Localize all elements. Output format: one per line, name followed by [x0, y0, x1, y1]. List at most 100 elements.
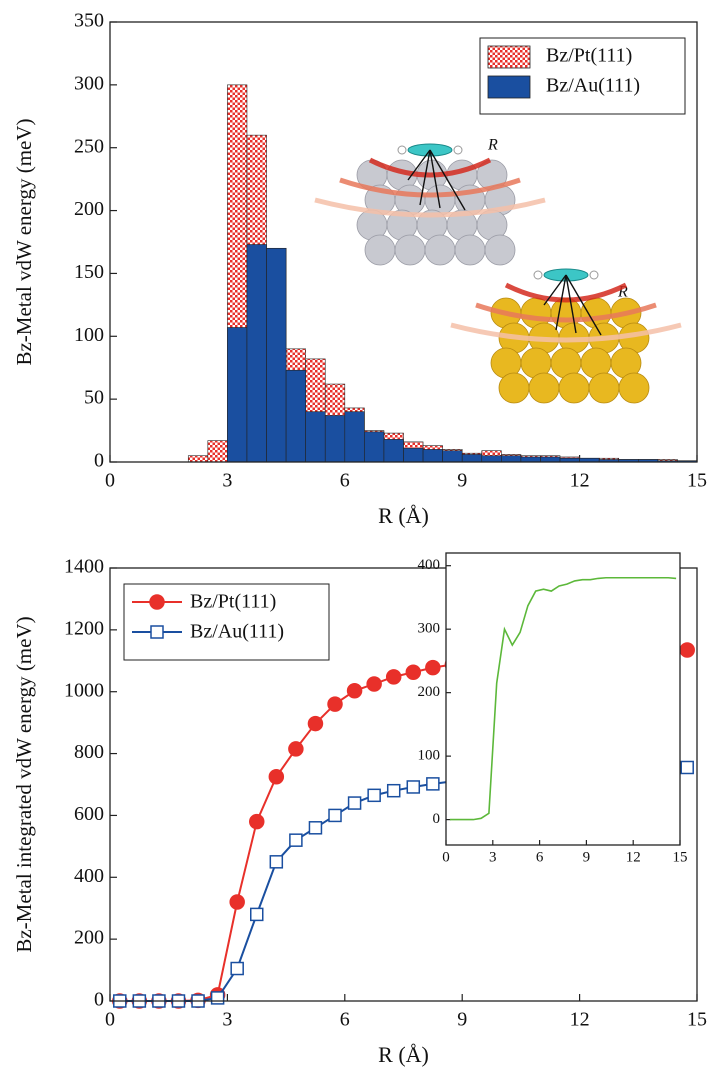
bar [501, 455, 522, 463]
hydrogen [533, 270, 543, 280]
x-tick-label: 9 [583, 849, 591, 865]
plot-frame [109, 21, 698, 463]
x-tick-label: 3 [222, 1009, 232, 1031]
arc [475, 302, 657, 323]
y-tick-label: 100 [418, 748, 441, 764]
y-tick-label: 0 [94, 989, 104, 1011]
x-tick-label: 12 [570, 470, 590, 492]
marker [679, 642, 695, 658]
marker [269, 855, 284, 869]
x-tick-label: 6 [536, 849, 544, 865]
y-tick-label: 1000 [64, 679, 104, 701]
marker [288, 741, 304, 757]
marker [406, 780, 421, 794]
x-tick-label: 15 [687, 470, 707, 492]
bar [481, 455, 502, 463]
x-tick-label: 9 [457, 1009, 467, 1031]
marker [405, 664, 422, 680]
annotation: R [487, 137, 498, 154]
x-tick-label: 0 [105, 470, 115, 492]
marker [230, 961, 244, 976]
marker [307, 715, 324, 732]
y-tick-label: 600 [74, 803, 104, 825]
atom [484, 234, 516, 266]
y-tick-label: 100 [74, 324, 104, 346]
hydrogen [589, 270, 599, 280]
marker [250, 907, 264, 922]
atom [618, 372, 650, 404]
marker [366, 676, 382, 692]
x-tick-label: 3 [489, 849, 497, 865]
y-tick-label: 0 [94, 450, 104, 472]
y-tick-label: 200 [418, 684, 441, 700]
bar [364, 431, 385, 463]
marker [385, 669, 402, 685]
bar [540, 456, 561, 463]
x-tick-label: 15 [687, 1009, 707, 1031]
plot-area [446, 553, 680, 845]
arrow [407, 149, 431, 181]
bar [227, 327, 248, 463]
bar [305, 411, 326, 463]
bar [187, 455, 209, 463]
marker [249, 813, 265, 830]
atom [364, 234, 396, 266]
arrow [429, 149, 441, 209]
annotation: R [617, 284, 628, 301]
arc [339, 177, 521, 198]
x-tick-label: 0 [105, 1009, 115, 1031]
marker [150, 625, 164, 639]
legend-label: Bz/Pt(111) [190, 591, 276, 613]
y-tick-label: 0 [433, 811, 441, 827]
bar [520, 456, 541, 463]
marker [680, 760, 694, 775]
atom [424, 234, 456, 266]
bar [246, 244, 267, 463]
atom [588, 372, 620, 404]
y-tick-label: 200 [74, 198, 104, 220]
plot-frame [445, 552, 681, 846]
bar [383, 439, 404, 463]
y-tick-label: 400 [418, 557, 441, 573]
bar [344, 411, 365, 463]
atom [454, 234, 486, 266]
data-line [449, 576, 677, 821]
y-tick-label: 50 [84, 387, 104, 409]
atom [498, 372, 530, 404]
x-tick-label: 0 [442, 849, 450, 865]
y-tick-label: 300 [418, 621, 441, 637]
hydrogen [397, 145, 407, 155]
arrow [419, 149, 431, 206]
marker [149, 594, 165, 610]
y-tick-label: 400 [74, 865, 104, 887]
x-tick-label: 12 [570, 1009, 590, 1031]
marker [426, 777, 440, 791]
bar [324, 415, 346, 463]
marker [346, 683, 363, 699]
arrow [543, 274, 567, 306]
arrow [565, 274, 602, 336]
arc [314, 197, 546, 218]
legend-swatch [487, 75, 531, 99]
marker [210, 991, 225, 1005]
marker [386, 783, 401, 798]
marker [229, 894, 245, 910]
marker [425, 659, 441, 676]
marker [268, 769, 285, 785]
y-axis-label: Bz-Metal vdW energy (meV) [12, 118, 36, 365]
legend-swatch [487, 45, 531, 69]
y-tick-label: 800 [74, 741, 104, 763]
atom [394, 234, 426, 266]
marker [327, 696, 343, 712]
marker [347, 796, 362, 810]
atom [528, 372, 560, 404]
arc [368, 157, 492, 178]
marker [308, 821, 323, 835]
arc [504, 282, 628, 303]
marker [328, 808, 342, 823]
y-tick-label: 1400 [64, 556, 104, 578]
x-tick-label: 3 [222, 470, 232, 492]
y-tick-label: 150 [74, 261, 104, 283]
bar [442, 450, 463, 463]
